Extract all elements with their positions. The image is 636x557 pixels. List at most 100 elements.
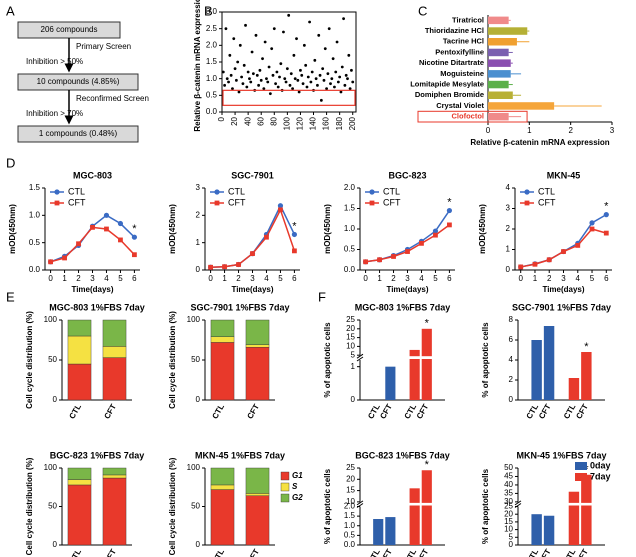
legend-marker — [524, 189, 530, 195]
x-tick-label: 0 — [217, 116, 226, 121]
point — [277, 203, 284, 209]
point — [241, 82, 245, 86]
point — [282, 30, 285, 34]
point — [245, 85, 249, 89]
y-tick-label: 1.5 — [29, 183, 41, 192]
chart-title: BGC-823 1%FBS 7day — [50, 450, 145, 460]
y-tick-label: 20 — [504, 509, 513, 518]
x-tick-label: 4 — [104, 274, 109, 283]
chart-title: MGC-803 1%FBS 7day — [49, 302, 145, 312]
point — [231, 87, 234, 91]
x-tick-label: 0 — [486, 126, 491, 135]
point — [221, 70, 225, 74]
x-axis-label: Time(days) — [71, 285, 113, 294]
legend-swatch — [575, 462, 587, 470]
point — [265, 77, 268, 81]
x-tick-label: 0 — [208, 274, 213, 283]
series-line — [210, 207, 296, 269]
point — [589, 226, 595, 232]
point — [131, 234, 138, 240]
legend-label: CTL — [538, 186, 555, 196]
point — [391, 254, 396, 259]
y-tick-label: 1.0 — [29, 210, 41, 219]
point — [518, 264, 524, 270]
panel-letter: A — [6, 3, 15, 18]
point — [262, 87, 266, 91]
x-tick-label: 180 — [335, 116, 344, 130]
legend-label: CTL — [228, 186, 245, 196]
chart-title: MKN-45 — [547, 170, 581, 180]
y-tick-label: 1.0 — [344, 224, 356, 233]
point — [323, 47, 327, 51]
point — [263, 40, 267, 44]
x-tick-label: CFT — [415, 547, 431, 557]
y-axis-label: mOD(450nm) — [478, 204, 487, 254]
flow-box — [17, 125, 139, 143]
y-axis-label: Cell cycle distribution (%) — [168, 311, 177, 409]
legend-swatch — [280, 471, 290, 481]
y-tick-label: 45 — [504, 472, 513, 481]
point — [278, 75, 281, 79]
y-tick-label: 0.5 — [344, 245, 356, 254]
point — [274, 82, 277, 86]
point — [321, 67, 325, 71]
point — [233, 67, 237, 71]
y-tick-label: 2 — [506, 224, 511, 233]
point — [575, 243, 581, 248]
y-tick-label: 1.0 — [344, 521, 356, 530]
bar — [581, 474, 592, 545]
point — [308, 20, 311, 24]
y-tick-label: 2 — [509, 375, 514, 384]
point — [331, 57, 335, 61]
point — [297, 90, 301, 94]
point — [561, 249, 566, 254]
x-tick-label: 6 — [132, 274, 137, 283]
y-tick-label: 10 — [504, 525, 513, 534]
annotation: * — [584, 341, 589, 353]
y-tick-label: 0 — [509, 395, 514, 404]
point — [208, 264, 213, 270]
frame — [221, 11, 357, 113]
point — [242, 63, 246, 67]
point — [223, 83, 227, 87]
y-axis-label: Cell cycle distribution (%) — [25, 311, 34, 409]
point — [236, 60, 240, 64]
x-tick-label: CTL — [562, 547, 578, 557]
point — [266, 80, 270, 84]
category-label: Clofoctol — [452, 112, 485, 121]
y-tick-label: 50 — [191, 355, 200, 364]
point — [432, 228, 439, 234]
bar — [488, 27, 528, 35]
legend-label: S — [292, 482, 298, 491]
bar — [421, 328, 432, 400]
bar — [421, 470, 432, 545]
point — [132, 252, 137, 258]
chart-title: BGC-823 — [388, 170, 426, 180]
x-tick-label: 0 — [363, 274, 368, 283]
point — [246, 70, 250, 74]
point — [224, 27, 228, 31]
x-tick-label: 140 — [309, 116, 318, 130]
x-tick-label: CTL — [210, 402, 226, 420]
y-tick-label: 100 — [44, 315, 58, 324]
y-axis-label: Cell cycle distribution (%) — [25, 457, 34, 555]
flow-box-label: 206 compounds — [41, 25, 98, 34]
point — [447, 222, 452, 228]
point — [346, 77, 349, 81]
y-tick-label: 4 — [506, 183, 511, 192]
panel-letters: A B C D E F — [6, 3, 427, 304]
y-tick-label: 1.5 — [344, 204, 356, 213]
bar-segment — [67, 319, 92, 337]
chart-title: SGC-7901 1%FBS 7day — [512, 302, 611, 312]
y-tick-label: 0 — [196, 265, 201, 274]
bar — [531, 514, 542, 545]
x-tick-label: CTL — [525, 402, 541, 420]
point — [343, 83, 347, 87]
point — [306, 75, 310, 79]
bar-break — [420, 502, 433, 506]
category-label: Tiratricol — [452, 15, 484, 24]
x-tick-label: 1 — [533, 274, 538, 283]
point — [62, 255, 67, 261]
x-tick-label: CFT — [574, 402, 590, 420]
point — [342, 17, 345, 21]
